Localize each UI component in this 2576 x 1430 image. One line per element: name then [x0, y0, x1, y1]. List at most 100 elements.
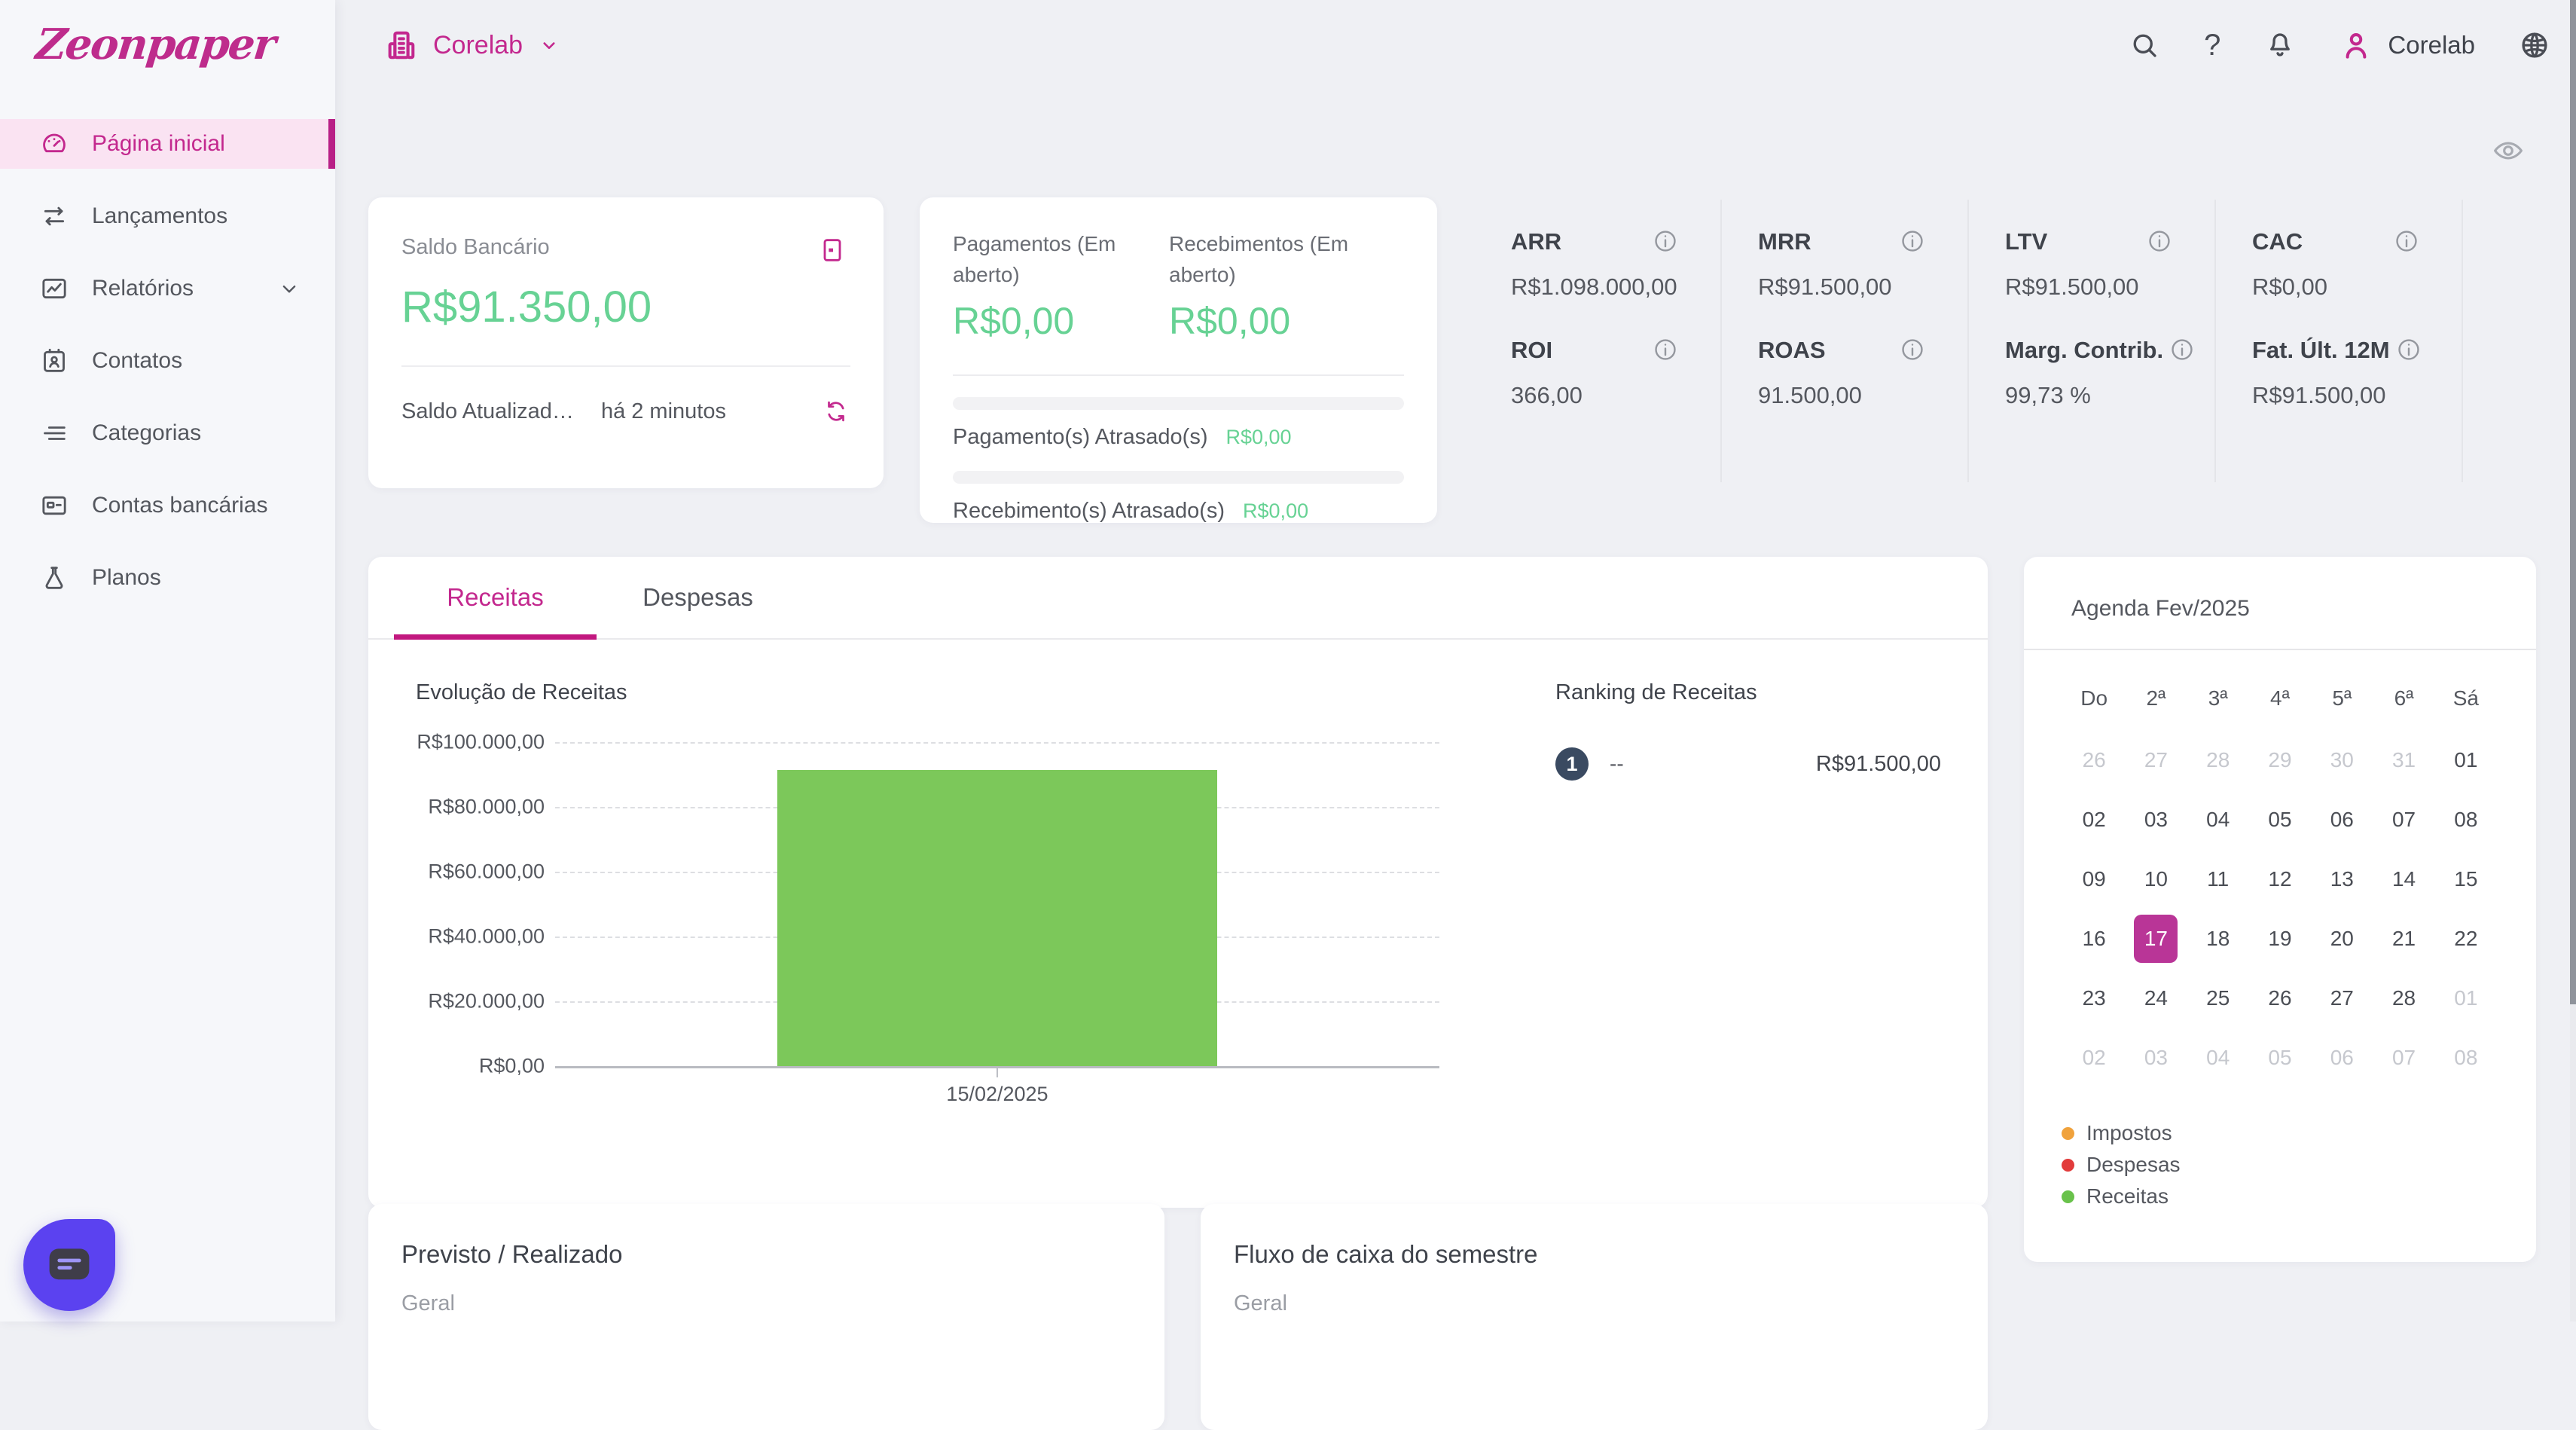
tab-despesas[interactable]: Despesas: [642, 583, 753, 611]
calendar-day[interactable]: 01: [2454, 985, 2478, 1010]
calendar-day[interactable]: 26: [2268, 985, 2292, 1010]
calendar-day[interactable]: 07: [2391, 807, 2416, 831]
calendar-day[interactable]: 25: [2206, 985, 2230, 1010]
calendar-day[interactable]: 15: [2454, 866, 2478, 891]
kpi-label: CAC: [2252, 228, 2303, 255]
globe-icon[interactable]: [2519, 29, 2550, 61]
calendar-day[interactable]: 02: [2082, 1045, 2106, 1069]
previsto-subtitle: Geral: [401, 1291, 455, 1315]
agenda-title: Agenda Fev/2025: [2071, 596, 2250, 621]
topbar-actions: ? Corelab: [2129, 29, 2550, 62]
calendar-day[interactable]: 08: [2454, 807, 2478, 831]
calendar-day[interactable]: 13: [2330, 866, 2354, 891]
info-icon[interactable]: [1900, 228, 1925, 254]
calendar-day[interactable]: 02: [2082, 807, 2106, 831]
calendar-week-row: 02 03 04 05 06 07 08: [2063, 790, 2497, 849]
calendar-day[interactable]: 27: [2144, 747, 2168, 772]
previsto-realizado-card: Previsto / Realizado Geral: [368, 1204, 1164, 1430]
calendar-day[interactable]: 28: [2206, 747, 2230, 772]
recebimentos-aberto-value: R$0,00: [1169, 300, 1291, 343]
company-selector[interactable]: Corelab: [383, 28, 560, 63]
sidebar-item-pagina-inicial[interactable]: Página inicial: [0, 119, 335, 169]
calendar-day[interactable]: 05: [2268, 807, 2292, 831]
sidebar-item-categorias[interactable]: Categorias: [0, 408, 335, 458]
calendar-day[interactable]: 23: [2082, 985, 2106, 1010]
calendar-day[interactable]: 03: [2144, 807, 2168, 831]
calendar-day[interactable]: 10: [2144, 866, 2168, 891]
fluxo-subtitle: Geral: [1234, 1291, 1287, 1315]
revenue-bar[interactable]: [777, 770, 1217, 1066]
user-menu[interactable]: Corelab: [2339, 29, 2475, 62]
kpi-fat-lt-12m: Fat. Últ. 12M R$91.500,00: [2252, 337, 2419, 409]
calendar-day[interactable]: 30: [2330, 747, 2354, 772]
calendar-day[interactable]: 07: [2391, 1045, 2416, 1069]
calendar-grid: 26 27 28 29 30 31 01 02 03 04 05 06 07 08 09 10 11 12 13 14…: [2063, 730, 2497, 1087]
calendar-day[interactable]: 06: [2330, 1045, 2354, 1069]
calendar-week-row: 09 10 11 12 13 14 15: [2063, 849, 2497, 909]
calendar-day-selected[interactable]: 17: [2125, 909, 2187, 968]
chart-plot-area: 15/02/2025: [555, 742, 1439, 1105]
page-scrollbar[interactable]: [2570, 0, 2576, 1322]
topbar: Corelab ? Corelab: [335, 0, 2570, 90]
flask-icon: [39, 563, 69, 593]
kpi-column: ARR R$1.098.000,00 ROI 366,00: [1475, 200, 1722, 482]
calendar-day[interactable]: 29: [2268, 747, 2292, 772]
fluxo-caixa-card: Fluxo de caixa do semestre Geral: [1201, 1204, 1988, 1430]
wallet-icon: [817, 235, 847, 265]
calendar-day[interactable]: 05: [2268, 1045, 2292, 1069]
info-icon[interactable]: [2396, 337, 2422, 362]
tab-receitas[interactable]: Receitas: [394, 557, 597, 640]
help-icon[interactable]: ?: [2204, 29, 2221, 62]
calendar-day[interactable]: 22: [2454, 926, 2478, 950]
calendar-day[interactable]: 16: [2082, 926, 2106, 950]
calendar-day[interactable]: 19: [2268, 926, 2292, 950]
calendar-day[interactable]: 01: [2454, 747, 2478, 772]
refresh-icon[interactable]: [822, 397, 850, 426]
calendar-day[interactable]: 28: [2391, 985, 2416, 1010]
search-icon[interactable]: [2129, 29, 2160, 61]
scrollbar-thumb[interactable]: [2570, 0, 2576, 1005]
bell-icon[interactable]: [2264, 29, 2296, 61]
user-name: Corelab: [2388, 31, 2475, 59]
calendar-day[interactable]: 20: [2330, 926, 2354, 950]
weekday-header: 4ª: [2270, 686, 2290, 710]
info-icon[interactable]: [1653, 337, 1678, 362]
saldo-bancario-card: Saldo Bancário R$91.350,00 Saldo Atualiz…: [368, 197, 884, 488]
calendar-day[interactable]: 18: [2206, 926, 2230, 950]
calendar-day[interactable]: 12: [2268, 866, 2292, 891]
calendar-day[interactable]: 03: [2144, 1045, 2168, 1069]
gridline: [555, 742, 1439, 744]
calendar-day[interactable]: 11: [2207, 866, 2230, 891]
info-icon[interactable]: [2394, 228, 2419, 254]
weekday-header: 2ª: [2146, 686, 2166, 710]
calendar-day[interactable]: 04: [2206, 1045, 2230, 1069]
sidebar-item-relatorios[interactable]: Relatórios: [0, 264, 335, 313]
calendar-day[interactable]: 24: [2144, 985, 2168, 1010]
chat-fab-button[interactable]: [23, 1219, 115, 1311]
calendar-day[interactable]: 21: [2391, 926, 2416, 950]
calendar-day[interactable]: 06: [2330, 807, 2354, 831]
agenda-legend: Impostos Despesas Receitas: [2062, 1117, 2536, 1212]
info-icon[interactable]: [2169, 337, 2195, 362]
divider: [953, 374, 1404, 377]
sidebar-item-lancamentos[interactable]: Lançamentos: [0, 191, 335, 241]
kpi-label: ROI: [1511, 337, 1553, 363]
info-icon[interactable]: [1653, 228, 1678, 254]
sidebar-item-planos[interactable]: Planos: [0, 553, 335, 603]
pagamentos-aberto-label: Pagamentos (Em aberto): [953, 232, 1116, 286]
calendar-week-row: 16 17 18 19 20 21 22: [2063, 909, 2497, 968]
sidebar-item-contas-bancarias[interactable]: Contas bancárias: [0, 481, 335, 530]
kpi-mrr: MRR R$91.500,00: [1758, 228, 1925, 301]
eye-icon[interactable]: [2488, 134, 2529, 167]
info-icon[interactable]: [2147, 228, 2172, 254]
calendar-day[interactable]: 26: [2082, 747, 2106, 772]
calendar-day[interactable]: 04: [2206, 807, 2230, 831]
calendar-day[interactable]: 09: [2082, 866, 2106, 891]
info-icon[interactable]: [1900, 337, 1925, 362]
kpi-label: MRR: [1758, 228, 1811, 255]
calendar-day[interactable]: 08: [2454, 1045, 2478, 1069]
sidebar-item-contatos[interactable]: Contatos: [0, 336, 335, 386]
calendar-day[interactable]: 27: [2330, 985, 2354, 1010]
calendar-day[interactable]: 14: [2391, 866, 2416, 891]
calendar-day[interactable]: 31: [2391, 747, 2416, 772]
